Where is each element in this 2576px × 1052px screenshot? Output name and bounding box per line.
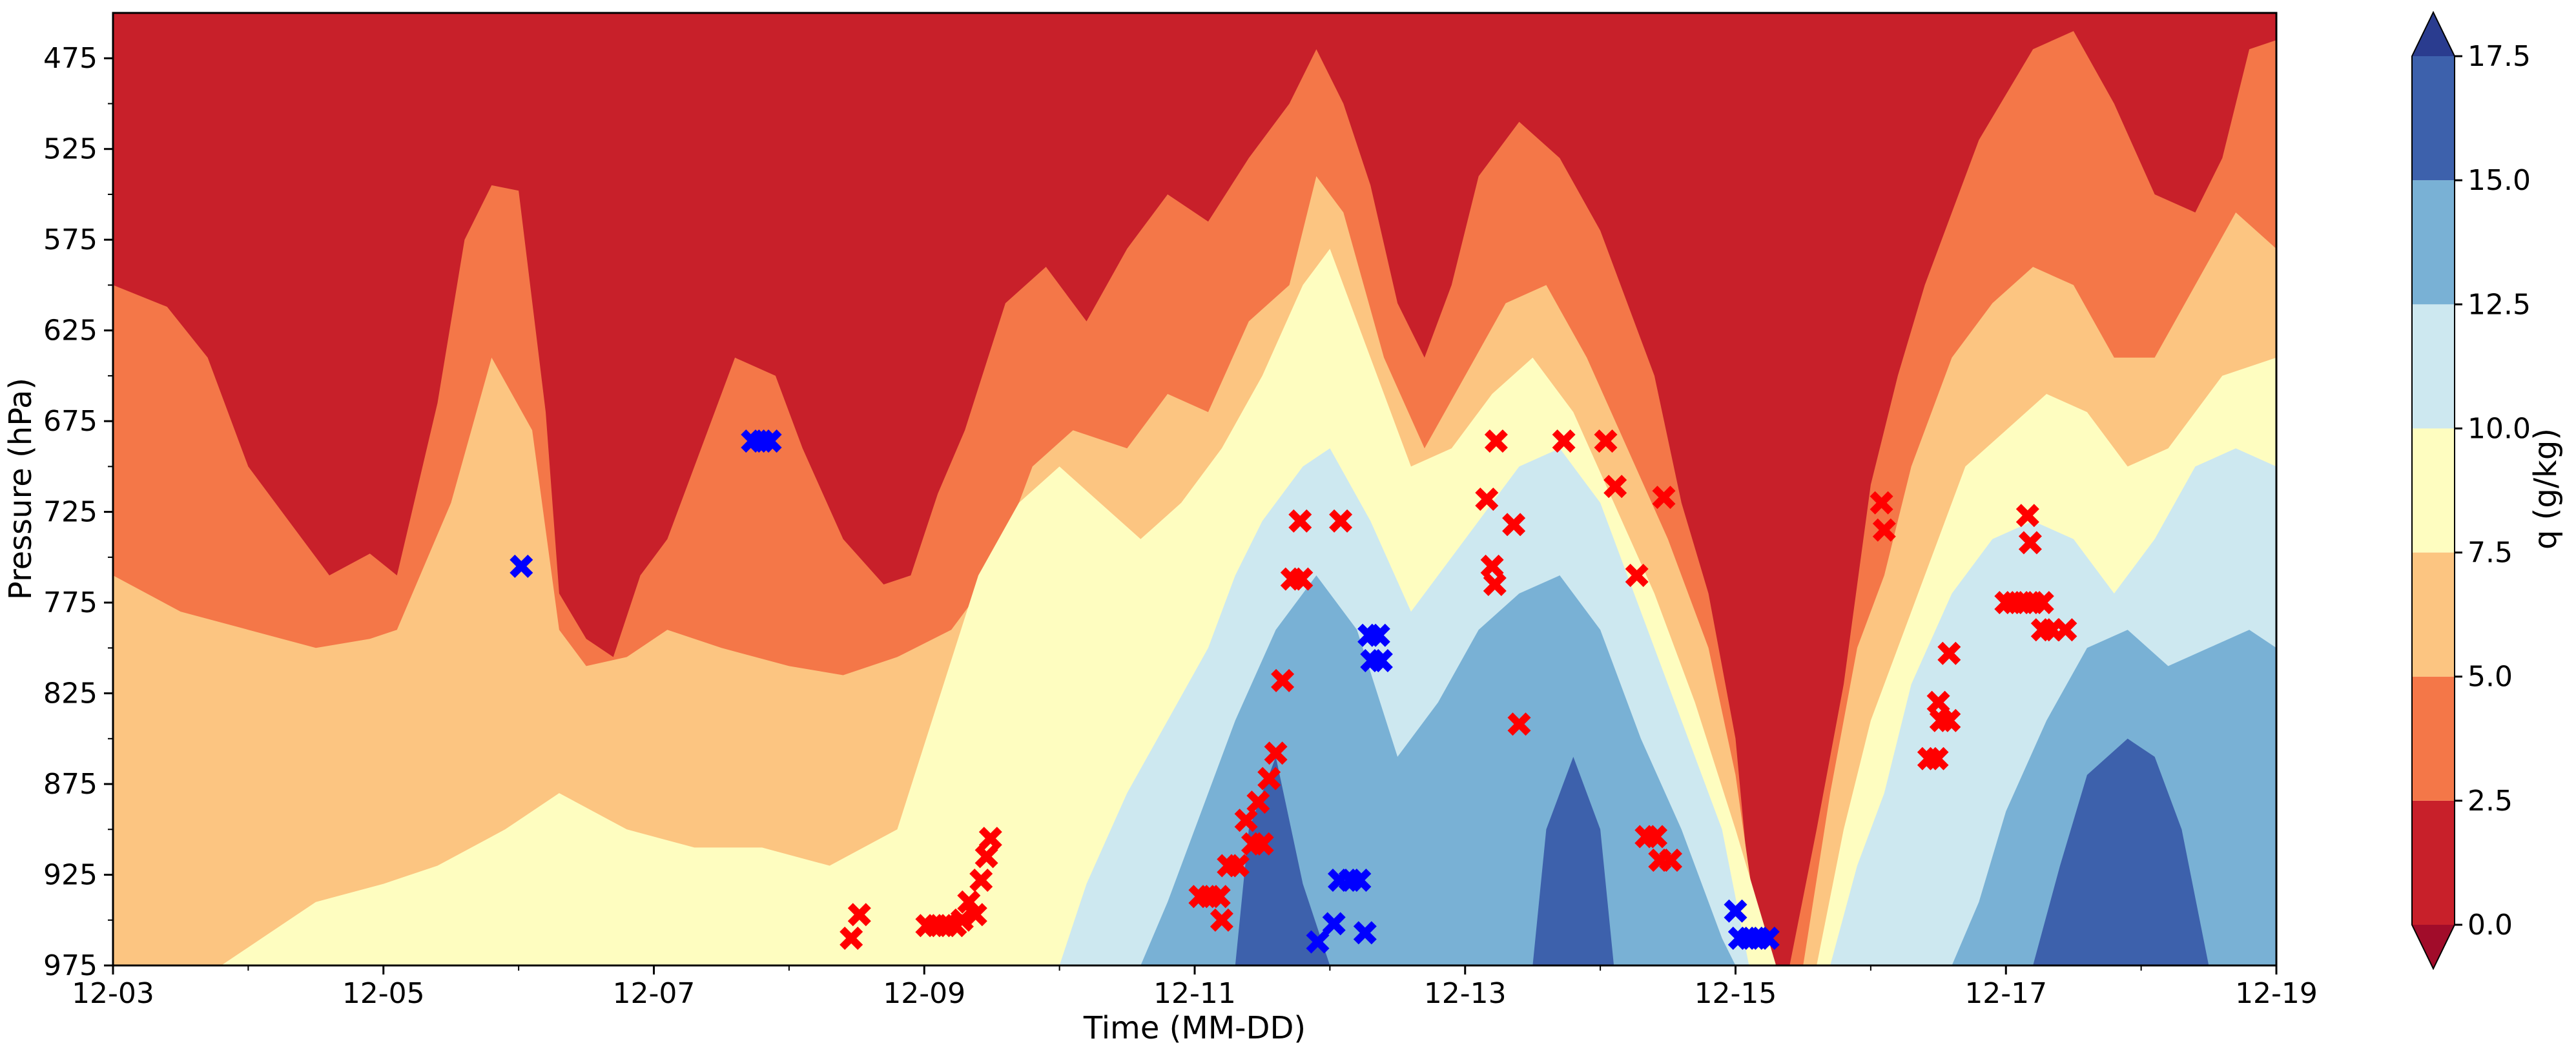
colorbar-tick-label: 10.0	[2468, 412, 2531, 445]
y-tick-label: 625	[43, 315, 98, 347]
y-tick-label: 575	[43, 223, 98, 256]
colorbar-swatch	[2412, 552, 2455, 677]
y-tick-label: 675	[43, 405, 98, 438]
x-tick-label: 12-05	[342, 977, 425, 1010]
y-tick-label: 725	[43, 496, 98, 529]
colorbar-tick-label: 2.5	[2468, 785, 2513, 818]
x-tick-label: 12-11	[1153, 977, 1236, 1010]
contour-field	[113, 13, 2276, 965]
colorbar-tick-label: 0.0	[2468, 909, 2513, 942]
x-tick-label: 12-19	[2235, 977, 2318, 1010]
y-tick-label: 825	[43, 677, 98, 710]
y-tick-label: 925	[43, 859, 98, 892]
colorbar-tick-label: 5.0	[2468, 661, 2513, 694]
x-tick-label: 12-07	[613, 977, 696, 1010]
band-level-3	[113, 249, 2276, 965]
x-tick-label: 12-03	[72, 977, 154, 1010]
band-level-6	[113, 738, 2276, 965]
colorbar: 0.0 2.5 5.0 7.5 10.0 12.5 15.0 17.5	[2411, 10, 2531, 971]
colorbar-tick-label: 12.5	[2468, 288, 2531, 321]
band-level-4	[113, 448, 2276, 965]
x-axis-title: Time (MM-DD)	[1083, 1010, 1306, 1046]
colorbar-over-arrow	[2412, 12, 2455, 56]
y-tick-label: 775	[43, 586, 98, 619]
y-tick-label: 975	[43, 949, 98, 982]
x-tick-label: 12-17	[1964, 977, 2047, 1010]
colorbar-label: q (g/kg)	[2528, 428, 2564, 550]
x-tick-label: 12-15	[1695, 977, 1777, 1010]
y-axis-title: Pressure (hPa)	[3, 378, 39, 600]
colorbar-swatch	[2412, 428, 2455, 553]
x-tick-label: 12-09	[883, 977, 965, 1010]
colorbar-swatch	[2412, 304, 2455, 429]
y-tick-label: 525	[43, 133, 98, 166]
y-axis: 475 525 575 625 675 725 775 825 875 925 975	[43, 42, 113, 982]
colorbar-swatch	[2412, 800, 2455, 925]
y-tick-label: 875	[43, 768, 98, 801]
colorbar-tick-label: 7.5	[2468, 537, 2513, 570]
colorbar-swatch	[2412, 676, 2455, 801]
colorbar-swatch	[2412, 180, 2455, 305]
y-tick-label: 475	[43, 42, 98, 75]
colorbar-under-arrow	[2412, 925, 2455, 969]
colorbar-tick-label: 17.5	[2468, 40, 2531, 73]
x-axis: 12-03 12-05 12-07 12-09 12-11 12-13 12-15 12-17…	[72, 965, 2318, 1010]
colorbar-swatch	[2412, 56, 2455, 181]
x-tick-label: 12-13	[1424, 977, 1507, 1010]
colorbar-tick-label: 15.0	[2468, 164, 2531, 197]
